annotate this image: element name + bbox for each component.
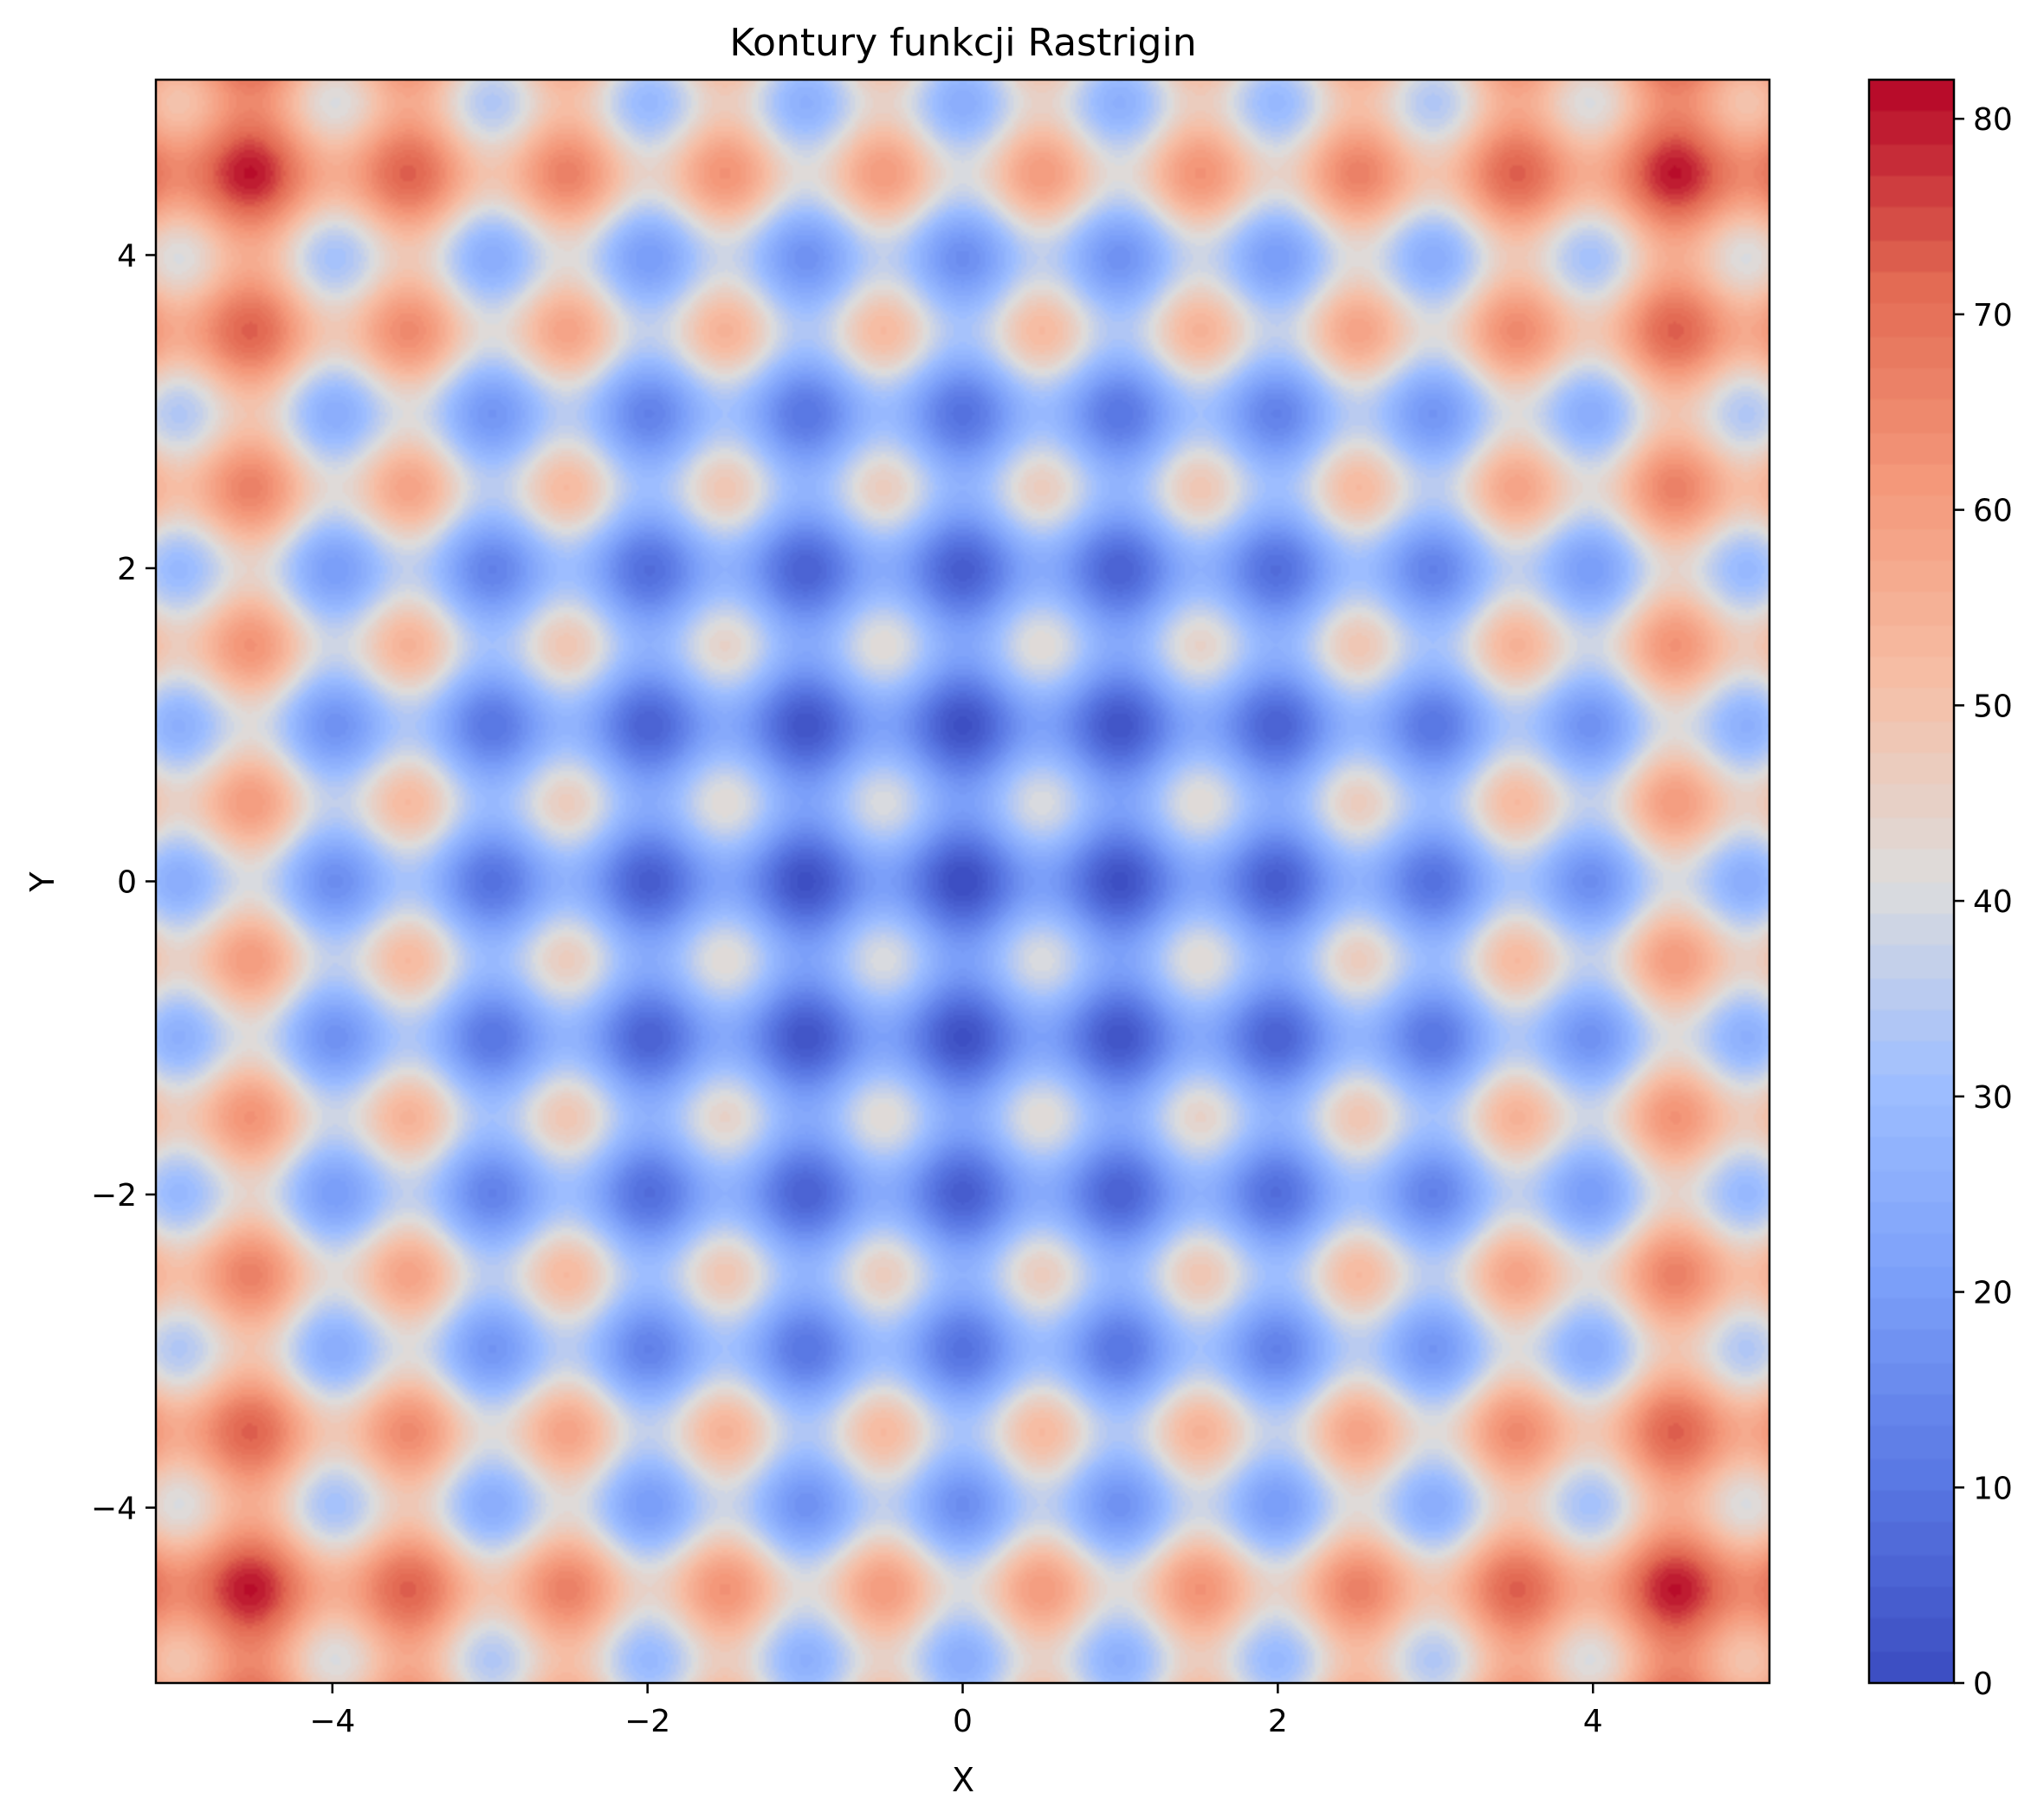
colorbar-tick-label: 80: [1973, 102, 2013, 138]
colorbar-tick-label: 40: [1973, 884, 2013, 920]
y-tick-label: 2: [117, 552, 137, 587]
x-axis-label: X: [952, 1761, 974, 1799]
y-axis-label: Y: [23, 871, 61, 893]
y-tick-label: −4: [91, 1492, 137, 1527]
y-tick-label: 4: [117, 238, 137, 274]
colorbar-tick-label: 10: [1973, 1471, 2013, 1506]
chart-title: Kontury funkcji Rastrigin: [729, 21, 1196, 65]
x-tick-label: 0: [953, 1704, 973, 1739]
x-tick-label: −4: [309, 1704, 355, 1739]
colorbar-tick-label: 30: [1973, 1080, 2013, 1116]
colorbar-frame: [1867, 78, 1956, 1685]
colorbar-tick-label: 0: [1973, 1667, 1993, 1702]
plot-frame: [154, 78, 1771, 1685]
colorbar-tick-label: 50: [1973, 689, 2013, 724]
y-tick-label: −2: [91, 1178, 137, 1214]
x-axis-ticks: −4 −2 0 2 4: [309, 1683, 1603, 1739]
x-tick-label: −2: [624, 1704, 670, 1739]
contour-field: [156, 80, 1769, 1683]
x-tick-label: 2: [1268, 1704, 1288, 1739]
x-tick-label: 4: [1583, 1704, 1603, 1739]
y-axis-ticks: −4 −2 0 2 4: [91, 238, 156, 1527]
colorbar-gradient: [1869, 80, 1954, 1683]
colorbar-tick-label: 20: [1973, 1276, 2013, 1311]
colorbar-tick-label: 60: [1973, 494, 2013, 529]
colorbar-tick-label: 70: [1973, 298, 2013, 333]
y-tick-label: 0: [117, 865, 137, 901]
colorbar-ticks: 0 10 20 30 40 50 60 70 80: [1954, 102, 2013, 1702]
